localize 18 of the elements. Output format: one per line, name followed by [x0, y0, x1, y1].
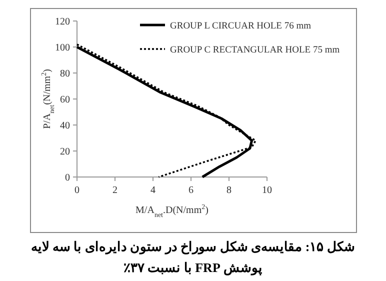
x-tick-label: 10	[262, 185, 272, 196]
x-tick-label: 4	[150, 185, 156, 196]
x-tick-label: 8	[226, 185, 232, 196]
x-axis-title: M/A$_{net}$.D(N/mm$^{2}$)	[136, 203, 208, 219]
y-tick-label: 80	[60, 68, 70, 80]
y-tick-label: 0	[65, 172, 70, 184]
y-tick-label: 60	[60, 94, 70, 106]
text: شکل ۱۵: مقایسه‌ی شکل سوراخ در ستون دایره‌ای با سه لایه	[31, 239, 355, 255]
legend-label: GROUP C RECTANGULAR HOLE 75 mm	[170, 46, 340, 56]
legend-label: GROUP L CIRCUAR HOLE 76 mm	[170, 22, 312, 32]
y-tick-label: 40	[60, 120, 70, 132]
x-tick-label: 6	[188, 185, 194, 196]
x-tick-label: 0	[74, 185, 80, 196]
text: پوشش FRP با نسبت ۳۷٪	[123, 260, 263, 276]
y-tick-label: 120	[55, 16, 70, 28]
y-tick-label: 20	[60, 146, 70, 158]
x-tick-label: 2	[112, 185, 118, 196]
y-tick-label: 100	[55, 42, 70, 54]
